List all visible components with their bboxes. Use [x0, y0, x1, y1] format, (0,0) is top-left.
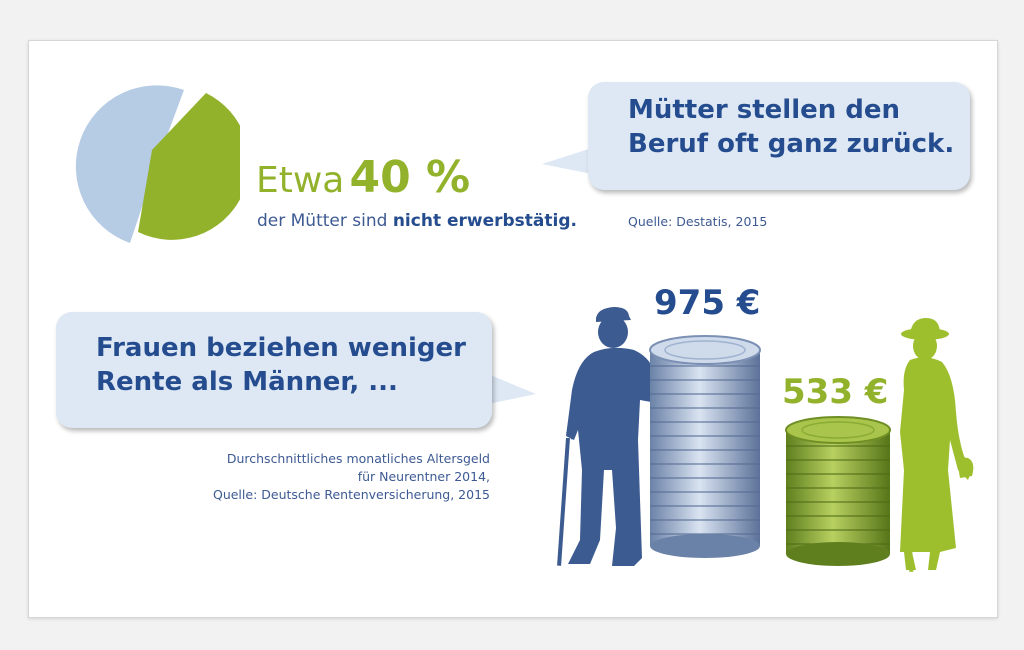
source-pension-line3: Quelle: Deutsche Rentenversicherung, 201… [212, 487, 490, 503]
pension-illustration [557, 307, 974, 572]
pie-slice-other [75, 85, 184, 243]
statistic-description: der Mütter sind nicht erwerbstätig. [257, 211, 577, 231]
pension-amount-men: 975 € [654, 283, 761, 323]
green-coin-stack-icon [785, 416, 891, 566]
source-pension-line1: Durchschnittliches monatliches Altersgel… [226, 451, 490, 466]
bubble-mothers-line2: Beruf oft ganz zurück. [628, 128, 955, 159]
source-destatis: Quelle: Destatis, 2015 [628, 214, 768, 229]
bubble-women-line1: Frauen beziehen weniger [96, 333, 466, 363]
statistic-prefix: Etwa [256, 160, 345, 201]
bubble-women-tail [488, 374, 536, 404]
elderly-man-with-cane-icon [557, 307, 670, 566]
elderly-woman-with-cane-icon [900, 318, 974, 572]
bubble-mothers-tail [542, 148, 592, 174]
bubble-mothers-text: Mütter stellen den Beruf oft ganz zurück… [628, 94, 954, 162]
speech-bubble-women: Frauen beziehen weniger Rente als Männer… [56, 312, 492, 428]
statistic-value: 40 % [349, 152, 471, 203]
silver-coin-stack-icon [649, 335, 761, 558]
statistic-headline: Etwa 40 % [256, 152, 470, 203]
pie-chart-icon [75, 85, 240, 243]
speech-bubble-mothers: Mütter stellen den Beruf oft ganz zurück… [588, 82, 970, 190]
statistic-description-text: der Mütter sind [257, 211, 388, 231]
pension-amount-women: 533 € [782, 372, 889, 412]
bubble-women-line2: Rente als Männer, ... [96, 366, 398, 397]
bubble-women-text: Frauen beziehen weniger Rente als Männer… [96, 332, 466, 400]
source-pension: Durchschnittliches monatliches Altersgel… [150, 450, 490, 504]
pie-slice-not-employed [138, 93, 240, 240]
statistic-description-bold: nicht erwerbstätig. [392, 211, 577, 231]
bubble-mothers-line1: Mütter stellen den [628, 95, 901, 125]
source-pension-line2: für Neurentner 2014, [357, 469, 490, 485]
